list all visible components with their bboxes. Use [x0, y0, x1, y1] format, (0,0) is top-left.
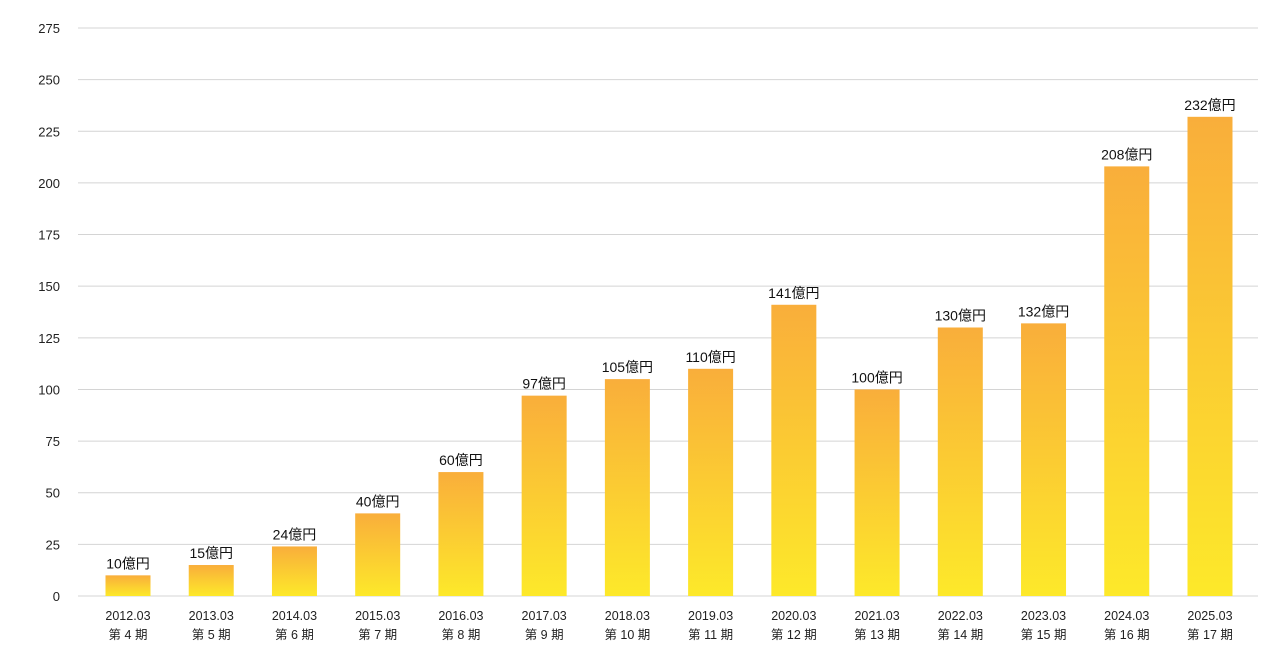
- y-tick-label: 75: [46, 434, 60, 449]
- value-labels: 10億円 15億円 24億円 40億円 60億円 97億円 105億円 110億円 141億円 1…: [106, 97, 1235, 572]
- bar: [271, 546, 317, 596]
- x-tick-year: 2018.03: [605, 609, 650, 623]
- x-tick-period: 第 10 期: [604, 628, 650, 642]
- bar-value-label: 208億円: [1101, 146, 1152, 162]
- x-tick-period: 第 9 期: [525, 628, 564, 642]
- y-tick-label: 275: [38, 21, 60, 36]
- x-tick-period: 第 15 期: [1021, 628, 1067, 642]
- x-tick-year: 2012.03: [105, 609, 150, 623]
- x-tick-period: 第 11 期: [688, 628, 733, 642]
- x-tick-year: 2025.03: [1187, 609, 1232, 623]
- bar-value-label: 97億円: [522, 376, 566, 392]
- bar-value-label: 100億円: [851, 369, 902, 385]
- grid-lines: [78, 27, 1258, 597]
- bar: [105, 575, 151, 596]
- bar: [937, 327, 983, 596]
- y-tick-label: 225: [38, 124, 60, 139]
- x-tick-period: 第 8 期: [441, 628, 480, 642]
- bar-value-label: 15億円: [189, 545, 233, 561]
- y-tick-label: 25: [46, 537, 60, 552]
- y-tick-label: 125: [38, 331, 60, 346]
- x-axis-ticks: 2012.03 第 4 期 2013.03 第 5 期 2014.03 第 6 期 2015…: [105, 609, 1233, 642]
- x-tick-period: 第 5 期: [192, 628, 231, 642]
- bar: [1021, 323, 1067, 596]
- x-tick-period: 第 17 期: [1187, 628, 1233, 642]
- x-tick-year: 2017.03: [522, 609, 567, 623]
- bar-value-label: 10億円: [106, 555, 150, 571]
- bar: [1104, 166, 1150, 597]
- x-tick-period: 第 12 期: [771, 628, 817, 642]
- bar: [188, 565, 234, 596]
- bar-value-label: 105億円: [602, 359, 653, 375]
- x-tick-period: 第 4 期: [109, 628, 148, 642]
- bar-value-label: 130億円: [935, 307, 986, 323]
- bar: [521, 395, 567, 596]
- bars: [105, 116, 1233, 597]
- bar: [438, 472, 484, 596]
- x-tick-year: 2024.03: [1104, 609, 1149, 623]
- x-tick-period: 第 6 期: [275, 628, 314, 642]
- y-axis-ticks: 0 25 50 75 100 125 150 175 200 225 250 275: [38, 21, 60, 604]
- bar-value-label: 141億円: [768, 285, 819, 301]
- x-tick-period: 第 16 期: [1104, 628, 1150, 642]
- y-tick-label: 0: [53, 589, 60, 604]
- x-tick-year: 2016.03: [438, 609, 483, 623]
- y-tick-label: 250: [38, 73, 60, 88]
- y-tick-label: 200: [38, 176, 60, 191]
- bar: [854, 389, 900, 596]
- bar-value-label: 110億円: [685, 349, 735, 365]
- bar: [604, 379, 650, 596]
- x-tick-year: 2019.03: [688, 609, 733, 623]
- x-tick-year: 2021.03: [854, 609, 899, 623]
- bar-value-label: 60億円: [439, 452, 483, 468]
- x-tick-period: 第 7 期: [358, 628, 397, 642]
- x-tick-period: 第 13 期: [854, 628, 900, 642]
- bar-value-label: 24億円: [273, 526, 317, 542]
- y-tick-label: 150: [38, 279, 60, 294]
- x-tick-year: 2015.03: [355, 609, 400, 623]
- bar-value-label: 132億円: [1018, 303, 1069, 319]
- y-tick-label: 175: [38, 228, 60, 243]
- bar: [771, 304, 817, 596]
- y-tick-label: 50: [46, 486, 60, 501]
- bar: [1187, 116, 1233, 596]
- bar-value-label: 40億円: [356, 493, 400, 509]
- x-tick-year: 2022.03: [938, 609, 983, 623]
- y-tick-label: 100: [38, 382, 60, 397]
- x-tick-year: 2013.03: [189, 609, 234, 623]
- bar-value-label: 232億円: [1184, 97, 1235, 113]
- bar: [355, 513, 401, 596]
- x-tick-year: 2020.03: [771, 609, 816, 623]
- x-tick-period: 第 14 期: [937, 628, 983, 642]
- bar: [688, 368, 734, 596]
- x-tick-year: 2023.03: [1021, 609, 1066, 623]
- x-tick-year: 2014.03: [272, 609, 317, 623]
